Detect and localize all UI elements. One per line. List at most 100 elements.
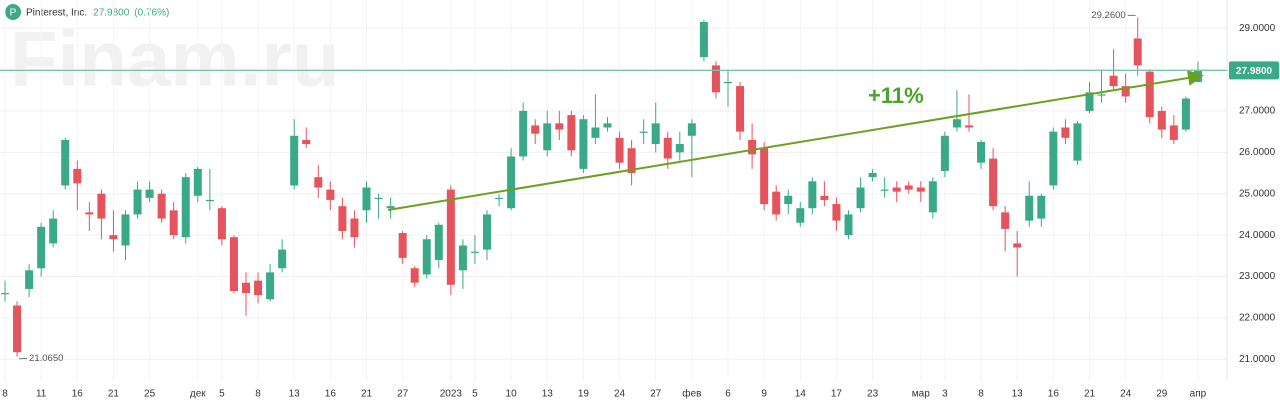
candle-body (519, 110, 528, 157)
candle-body (350, 218, 359, 238)
last-price-box (1229, 61, 1279, 80)
candle-body (302, 139, 311, 145)
candle-body (868, 173, 877, 178)
candle-body (1049, 131, 1058, 186)
y-tick-label: 23.0000 (1239, 271, 1276, 282)
x-tick-label: 2023 (440, 389, 463, 400)
candle-body (410, 268, 419, 283)
candle-body (97, 193, 106, 219)
candle-body (567, 115, 576, 151)
ticker-icon: P (10, 8, 17, 19)
y-tick-label: 25.0000 (1239, 188, 1276, 199)
candle-body (193, 168, 202, 196)
candle-body (181, 177, 190, 238)
y-tick-label: 21.0000 (1239, 354, 1276, 365)
candle-body (772, 191, 781, 215)
candle-body (470, 251, 479, 253)
candle-body (940, 135, 949, 171)
candle-body (856, 187, 865, 209)
candle-body (1061, 127, 1070, 138)
candles (1, 17, 1202, 357)
candle-body (314, 177, 323, 188)
candle-body (229, 237, 238, 292)
x-tick-label: 21 (1084, 389, 1096, 400)
x-tick-label: 5 (219, 389, 225, 400)
ticker-icon-bg (5, 4, 21, 20)
candle-body (278, 249, 287, 269)
candle-body (1097, 94, 1106, 96)
candle-body (338, 206, 347, 231)
candle-body (422, 239, 431, 275)
candle-body (639, 131, 648, 133)
watermark: Finam.ru (10, 15, 339, 103)
candle-body (1037, 195, 1046, 219)
candle-body (362, 187, 371, 211)
last-price-label: 27.9800 (1236, 66, 1273, 77)
candle-body (25, 270, 34, 289)
candle-body (386, 206, 395, 209)
title: Pinterest, Inc. (26, 8, 87, 19)
candle-body (928, 181, 937, 213)
x-tick-label: апр (1190, 389, 1207, 400)
x-tick-label: 21 (361, 389, 373, 400)
candle-body (1013, 243, 1022, 248)
min-label: 21.0650 (29, 353, 63, 364)
candle-body (531, 125, 540, 134)
candle-body (13, 305, 22, 353)
x-tick-label: 27 (397, 389, 409, 400)
x-tick-label: 13 (1012, 389, 1024, 400)
candle-body (169, 210, 178, 236)
candle-body (989, 158, 998, 207)
x-tick-label: 25 (144, 389, 156, 400)
candle-body (904, 185, 913, 190)
candle-body (711, 65, 720, 93)
candle-body (916, 187, 925, 192)
x-tick-label: 24 (1120, 389, 1132, 400)
candle-body (748, 139, 757, 155)
candle-body (398, 233, 407, 258)
y-tick-label: 27.0000 (1239, 106, 1276, 117)
candle-body (1073, 123, 1082, 161)
candle-body (37, 226, 46, 269)
x-tick-label: дек (190, 389, 206, 400)
x-tick-label: 5 (472, 389, 478, 400)
candle-body (687, 123, 696, 136)
candle-body (1109, 75, 1118, 87)
candle-body (784, 195, 793, 205)
candle-body (1, 293, 9, 295)
candle-body (326, 189, 335, 200)
candle-body (290, 135, 299, 186)
x-tick-label: 16 (1048, 389, 1060, 400)
x-tick-label: 16 (72, 389, 84, 400)
x-tick-label: 11 (36, 389, 47, 400)
candle-body (760, 148, 769, 205)
candle-body (145, 189, 154, 198)
x-tick-label: 13 (289, 389, 301, 400)
candle-body (374, 197, 383, 200)
x-tick-label: 14 (795, 389, 807, 400)
y-tick-label: 29.0000 (1239, 23, 1276, 34)
candle-body (965, 125, 973, 128)
candle-body (1121, 86, 1130, 97)
candle-body (507, 156, 516, 209)
candle-body (49, 218, 58, 244)
candle-body (73, 168, 82, 184)
x-tick-label: 8 (978, 389, 984, 400)
candle-body (121, 214, 130, 246)
candle-body (832, 204, 841, 221)
x-tick-label: 3 (942, 389, 948, 400)
candle-body (1085, 92, 1094, 111)
candle-body (1169, 125, 1178, 140)
candle-body (880, 189, 889, 191)
candle-body (615, 137, 624, 163)
candle-body (483, 214, 491, 250)
candle-body (458, 245, 467, 271)
annotation: +11% (868, 83, 924, 108)
candle-body (555, 123, 564, 130)
candle-body (157, 193, 166, 219)
x-tick-label: 27 (650, 389, 662, 400)
grid (0, 0, 1227, 380)
candle-body (820, 195, 829, 200)
header-price: 27.9800 (93, 8, 130, 19)
